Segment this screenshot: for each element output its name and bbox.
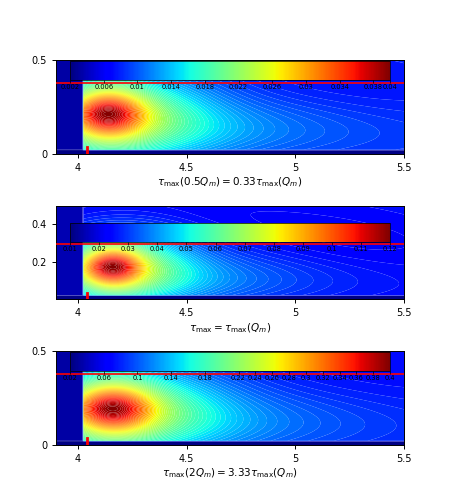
X-axis label: $\tau_{\mathrm{max}} = \tau_{\mathrm{max}}(Q_m)$: $\tau_{\mathrm{max}} = \tau_{\mathrm{max… <box>189 322 271 335</box>
X-axis label: $\tau_{\mathrm{max}}(0.5Q_m) = 0.33\tau_{\mathrm{max}}(Q_m)$: $\tau_{\mathrm{max}}(0.5Q_m) = 0.33\tau_… <box>158 176 303 190</box>
X-axis label: $\tau_{\mathrm{max}}(2Q_m) = 3.33\tau_{\mathrm{max}}(Q_m)$: $\tau_{\mathrm{max}}(2Q_m) = 3.33\tau_{\… <box>163 467 298 480</box>
